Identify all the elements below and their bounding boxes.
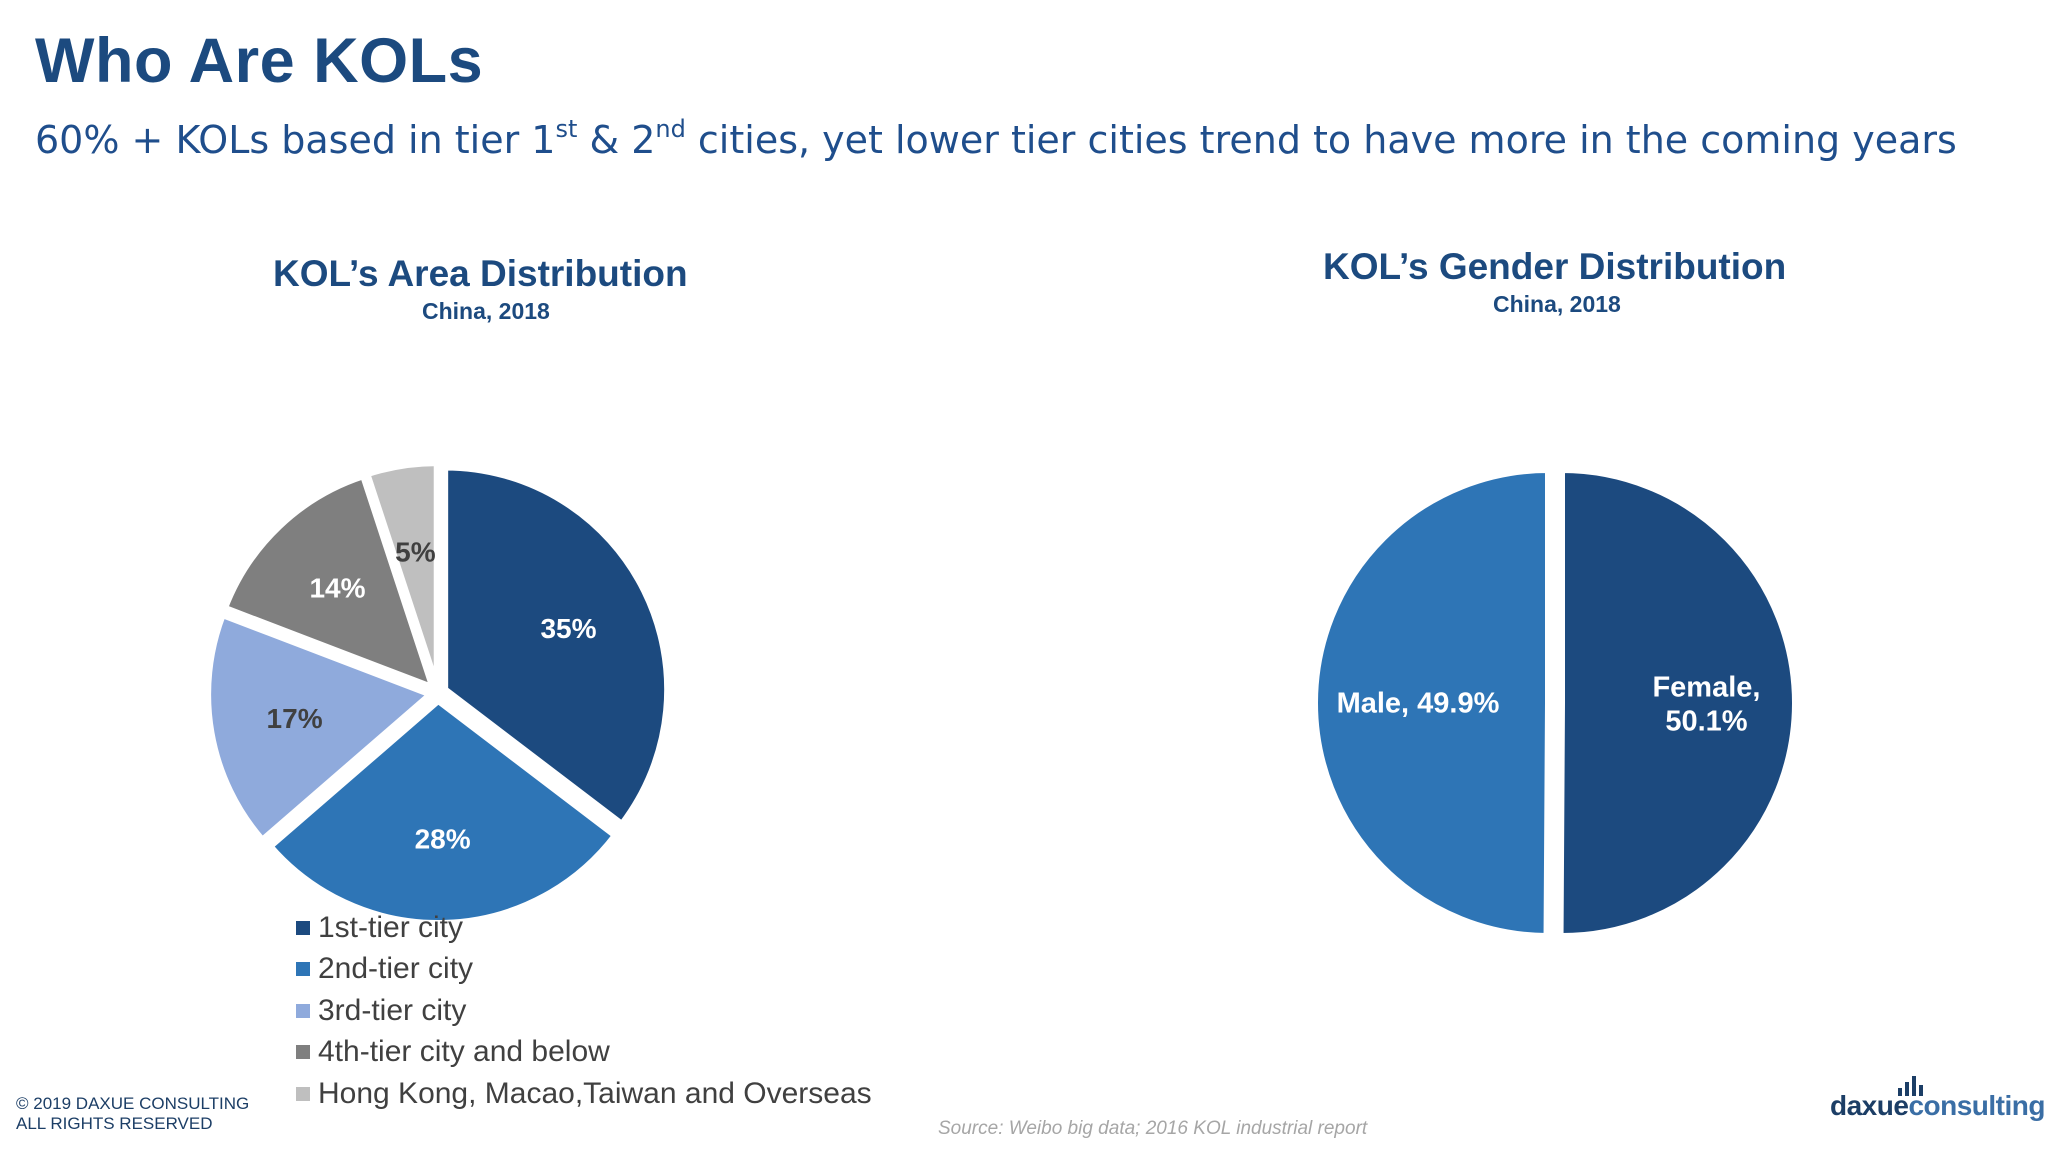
subtitle-part-a: 60% + KOLs based in tier 1 xyxy=(35,118,556,162)
legend-swatch-4th-tier xyxy=(296,1045,310,1060)
legend-swatch-hk-macao-taiwan-overseas xyxy=(296,1086,310,1101)
pie-slice-2nd-tier-city xyxy=(267,697,618,926)
subtitle-sup-st: st xyxy=(555,115,578,143)
subtitle-sup-nd: nd xyxy=(655,115,686,143)
gender-chart-subtitle: China, 2018 xyxy=(1493,291,1621,317)
copyright-line-2: ALL RIGHTS RESERVED xyxy=(16,1114,213,1133)
legend-item-4th-tier: 4th-tier city and below xyxy=(296,1032,872,1074)
copyright-line-1: © 2019 DAXUE CONSULTING xyxy=(16,1094,250,1113)
logo-text-daxue: daxue xyxy=(1830,1090,1909,1121)
slide-title: Who Are KOLs xyxy=(35,26,484,96)
area-chart-subtitle: China, 2018 xyxy=(422,298,550,324)
legend-label-3rd-tier: 3rd-tier city xyxy=(318,993,467,1027)
subtitle-part-c: cities, yet lower tier cities trend to h… xyxy=(685,118,1957,162)
area-chart-title: KOL’s Area Distribution xyxy=(273,253,688,294)
legend-item-hk-macao-taiwan-overseas: Hong Kong, Macao,Taiwan and Overseas xyxy=(296,1073,872,1115)
area-legend: 1st-tier city 2nd-tier city 3rd-tier cit… xyxy=(296,907,872,1115)
legend-item-3rd-tier: 3rd-tier city xyxy=(296,990,872,1032)
legend-label-hk-macao-taiwan-overseas: Hong Kong, Macao,Taiwan and Overseas xyxy=(318,1076,872,1110)
source-note: Source: Weibo big data; 2016 KOL industr… xyxy=(938,1118,1368,1139)
legend-label-2nd-tier: 2nd-tier city xyxy=(318,952,474,986)
legend-label-4th-tier: 4th-tier city and below xyxy=(318,1035,610,1069)
data-label-4th-tier-city-and-below: 14% xyxy=(309,572,365,603)
daxue-consulting-logo: daxue consulting xyxy=(1830,1076,2045,1122)
legend-item-1st-tier: 1st-tier city xyxy=(296,907,872,949)
logo-text-consulting: consulting xyxy=(1908,1090,2045,1121)
data-label-1st-tier-city: 35% xyxy=(540,613,596,644)
bar-chart-logo-icon xyxy=(1898,1076,1923,1096)
copyright: © 2019 DAXUE CONSULTING ALL RIGHTS RESER… xyxy=(16,1094,249,1134)
data-label-hong-kong-macao-taiwan-and-overseas: 5% xyxy=(395,537,436,568)
data-label-3rd-tier-city: 17% xyxy=(267,703,323,734)
subtitle-part-b: & 2 xyxy=(577,118,656,162)
pie-slice-hong-kong-macao-taiwan-and-overseas xyxy=(364,460,440,689)
pie-slice-1st-tier-city xyxy=(442,464,671,827)
legend-label-1st-tier: 1st-tier city xyxy=(318,910,464,944)
gender-chart-title: KOL’s Gender Distribution xyxy=(1323,246,1787,287)
data-label-2nd-tier-city: 28% xyxy=(415,823,471,854)
pie-slice-4th-tier-city-and-below xyxy=(222,473,436,691)
legend-item-2nd-tier: 2nd-tier city xyxy=(296,949,872,991)
slide-subtitle: 60% + KOLs based in tier 1st & 2nd citie… xyxy=(35,115,1957,162)
pie-slice-3rd-tier-city xyxy=(205,612,434,843)
legend-swatch-1st-tier xyxy=(296,920,310,935)
legend-swatch-2nd-tier xyxy=(296,962,310,977)
legend-swatch-3rd-tier xyxy=(296,1003,310,1018)
